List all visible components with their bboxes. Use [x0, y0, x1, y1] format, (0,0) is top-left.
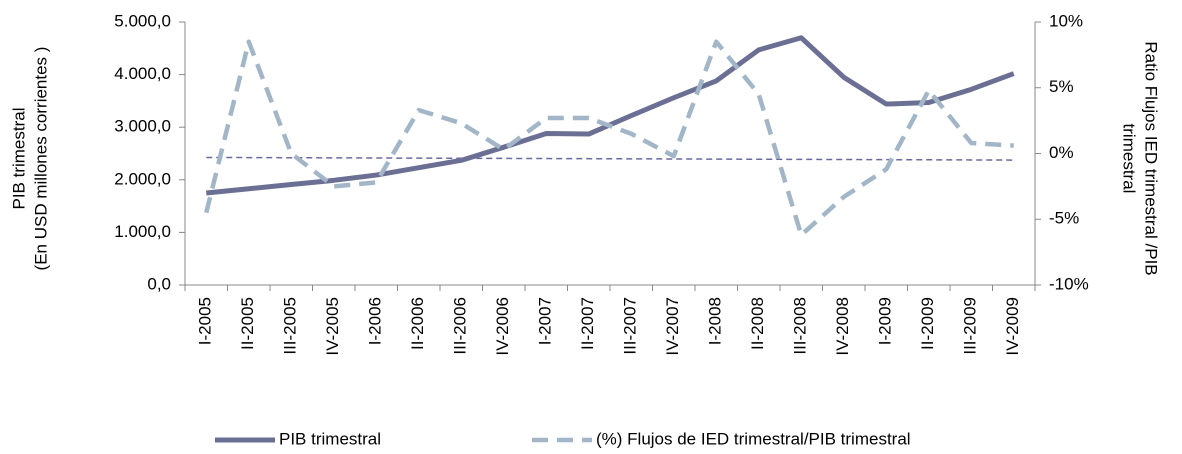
y2-tick-label: 10% — [1049, 11, 1083, 30]
y-tick-label: 1.000,0 — [114, 222, 171, 241]
x-tick-label: II-2006 — [408, 297, 427, 350]
series-line — [206, 35, 1015, 196]
legend-label: (%) Flujos de IED trimestral/PIB trimest… — [596, 429, 911, 448]
x-tick-label: II-2009 — [918, 297, 937, 350]
x-tick-label: IV-2006 — [493, 297, 512, 356]
x-tick-label: II-2008 — [748, 297, 767, 350]
x-tick-label: IV-2007 — [663, 297, 682, 356]
x-tick-label: III-2005 — [281, 297, 300, 355]
x-tick-label: I-2009 — [876, 297, 895, 345]
x-tick-label: IV-2005 — [323, 297, 342, 356]
y2-axis-title: trimestral — [1120, 124, 1139, 194]
trendline — [206, 156, 1014, 161]
y2-tick-label: -5% — [1049, 209, 1079, 228]
x-tick-label: IV-2008 — [833, 297, 852, 356]
y-tick-label: 5.000,0 — [114, 11, 171, 30]
x-tick-label: II-2007 — [578, 297, 597, 350]
x-tick-label: I-2007 — [536, 297, 555, 345]
series-line — [204, 39, 1014, 238]
y-axis-title: (En USD millones corrientes ) — [31, 47, 50, 271]
x-tick-label: II-2005 — [238, 297, 257, 350]
y2-tick-label: 0% — [1049, 143, 1074, 162]
y-axis-title: PIB trimestral — [9, 107, 28, 209]
x-tick-label: III-2007 — [621, 297, 640, 355]
y-tick-label: 3.000,0 — [114, 117, 171, 136]
x-tick-label: IV-2009 — [1003, 297, 1022, 356]
x-tick-label: III-2009 — [961, 297, 980, 355]
y2-axis-title: Ratio Flujos IED trimestral /PIB — [1142, 41, 1161, 275]
y2-tick-label: -10% — [1049, 274, 1089, 293]
x-tick-label: III-2006 — [451, 297, 470, 355]
y2-tick-label: 5% — [1049, 77, 1074, 96]
x-tick-label: I-2005 — [196, 297, 215, 345]
y-tick-label: 4.000,0 — [114, 64, 171, 83]
y-tick-label: 2.000,0 — [114, 169, 171, 188]
x-tick-label: III-2008 — [791, 297, 810, 355]
legend-label: PIB trimestral — [279, 429, 381, 448]
x-tick-label: I-2006 — [366, 297, 385, 345]
x-tick-label: I-2008 — [706, 297, 725, 345]
y-tick-label: 0,0 — [147, 274, 171, 293]
